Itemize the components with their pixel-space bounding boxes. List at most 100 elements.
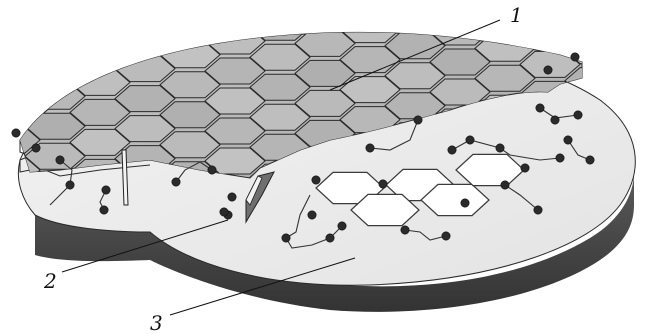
hex-cell: [0, 247, 40, 273]
hex-cell: [565, 278, 625, 304]
junction-node: [495, 143, 505, 153]
leader-line-2: [61, 219, 229, 273]
hex-cell: [430, 0, 490, 15]
junction-node: [281, 233, 291, 243]
hex-cell: [20, 36, 41, 64]
hex-cell: [69, 128, 131, 156]
junction-node: [533, 205, 543, 215]
chain-6: [175, 161, 213, 183]
chain-5: [369, 119, 419, 151]
junction-node: [99, 205, 109, 215]
hex-cell: [475, 5, 535, 31]
hex-cell: [69, 38, 131, 66]
hex-cell: [339, 76, 401, 104]
callout-label-3: 3: [150, 311, 163, 334]
hex-cell: [610, 0, 646, 20]
post-2-face: [245, 175, 263, 206]
hex-cell: [204, 57, 266, 85]
hex-cell: [295, 0, 355, 26]
junction-node: [400, 225, 410, 235]
junction-node: [585, 155, 595, 165]
hex-cell: [520, 0, 580, 17]
hex-cell: [114, 32, 176, 53]
junction-node: [207, 165, 217, 175]
junction-node: [101, 185, 111, 195]
hex-cell: [114, 85, 176, 113]
hex-cell: [250, 0, 310, 10]
chain-7: [49, 159, 73, 206]
hex-cell: [70, 0, 130, 5]
hex-cell: [475, 0, 535, 1]
hex-cell: [20, 96, 41, 124]
hex-cell: [159, 71, 221, 99]
hex-cell: [204, 147, 266, 175]
chain-4: [404, 229, 447, 241]
junction-node: [311, 175, 321, 185]
hex-cell: [384, 62, 446, 90]
hex-cell: [0, 217, 40, 243]
junction-node: [563, 135, 573, 145]
hex-cell: [205, 0, 265, 24]
hex-cell: [159, 131, 221, 159]
hex-cell: [115, 0, 175, 22]
hex-cell: [69, 32, 131, 36]
junction-node: [65, 180, 75, 190]
hex-cell: [159, 32, 221, 39]
junction-node: [555, 153, 565, 163]
hex-cell: [114, 115, 176, 143]
hex-cell: [20, 32, 41, 34]
junction-node: [413, 115, 423, 125]
hex-cell: [385, 3, 445, 29]
junction-node: [500, 180, 510, 190]
junction-node: [11, 128, 21, 138]
hex-cell: [249, 43, 311, 71]
hex-cell: [294, 89, 356, 117]
junction-node: [307, 210, 317, 220]
hex-cell: [24, 32, 86, 50]
junction-node: [543, 65, 553, 75]
hex-cell: [610, 84, 646, 110]
hex-cell: [564, 32, 582, 35]
substrate-side: [35, 172, 634, 312]
junction-node: [460, 198, 470, 208]
junction-node: [465, 135, 475, 145]
hex-cell: [474, 64, 536, 92]
junction-node: [325, 233, 335, 243]
hex-cell: [249, 103, 311, 131]
hex-cell: [115, 266, 175, 292]
leader-line-3: [169, 257, 356, 316]
post-1: [121, 149, 129, 206]
hex-cell: [565, 0, 625, 4]
junction-node: [171, 177, 181, 187]
junction-node: [378, 179, 388, 189]
callout-label-2: 2: [43, 269, 57, 293]
junction-node: [227, 192, 237, 202]
hex-cell: [339, 46, 401, 74]
junction-node: [337, 221, 347, 231]
hex-cell: [160, 0, 220, 8]
junction-node: [520, 163, 530, 173]
junction-node: [219, 207, 229, 217]
chain-3: [504, 184, 539, 211]
hex-cell: [249, 73, 311, 101]
junction-node: [535, 103, 545, 113]
hex-cell: [340, 0, 400, 13]
hex-cell: [0, 0, 40, 3]
hex-cell: [339, 32, 401, 44]
junction-node: [570, 52, 580, 62]
hex-cell: [610, 264, 646, 290]
junction-node: [550, 115, 560, 125]
hex-cell: [610, 54, 646, 80]
posts: [121, 149, 275, 224]
surface-network: [11, 52, 595, 249]
hex-cell: [429, 48, 491, 76]
junction-node: [441, 231, 451, 241]
leader-line-1: [329, 19, 501, 91]
junction-node: [31, 143, 41, 153]
surface-hex: [350, 193, 420, 227]
hex-cell: [294, 32, 356, 57]
hex-cell: [204, 117, 266, 145]
junction-node: [55, 155, 65, 165]
hex-cell: [610, 24, 646, 50]
